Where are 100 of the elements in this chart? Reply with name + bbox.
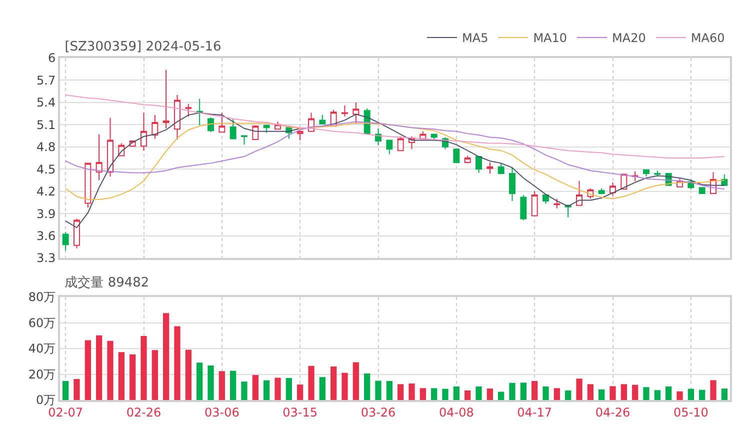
y-tick-label: 3.9 [36, 206, 56, 221]
bar [554, 388, 560, 400]
bar [286, 378, 292, 400]
candlestick [263, 124, 270, 134]
candlestick [464, 155, 471, 164]
bar [486, 388, 493, 400]
candlestick [140, 112, 147, 152]
candlestick [610, 182, 616, 196]
y-tick-label: 6 [48, 51, 56, 66]
line-series [65, 112, 725, 228]
candlestick [342, 104, 348, 118]
bar [453, 386, 460, 400]
bar [74, 379, 80, 400]
bar [140, 336, 147, 400]
line-series [65, 94, 725, 158]
x-tick-label: 04-08 [438, 405, 474, 420]
x-tick-label: 05-10 [673, 405, 708, 420]
x-tick-label: 02-07 [48, 405, 84, 420]
candlestick [352, 102, 360, 124]
bar [565, 390, 572, 400]
legend-label: MA20 [612, 31, 646, 46]
bar [342, 372, 348, 400]
x-tick-label: 03-15 [282, 405, 318, 420]
bar [532, 380, 538, 400]
candlestick [520, 194, 527, 221]
candlestick [196, 98, 203, 126]
x-tick-label: 03-26 [360, 405, 396, 420]
candlestick [576, 180, 582, 206]
candlestick [152, 114, 158, 140]
bar [420, 388, 426, 400]
bar [118, 352, 124, 400]
candlestick [296, 130, 304, 141]
candlestick [554, 198, 560, 209]
candlestick [598, 188, 605, 195]
candlestick [241, 135, 248, 146]
candlestick [174, 94, 180, 140]
bar [185, 350, 192, 400]
bar [442, 388, 448, 400]
bar [408, 384, 415, 400]
bar [576, 378, 582, 400]
candlestick [397, 136, 404, 152]
bar [464, 390, 471, 400]
bar [208, 366, 214, 400]
y-tick-label: 4.2 [36, 184, 56, 199]
candlestick [453, 148, 460, 164]
bar [264, 380, 270, 400]
candlestick [230, 118, 236, 140]
candlestick [430, 134, 438, 141]
bar [319, 377, 326, 400]
bar [710, 380, 716, 400]
bar [676, 391, 683, 400]
candlestick [643, 169, 650, 178]
bar [654, 390, 660, 400]
bar [174, 326, 180, 400]
bar [431, 388, 438, 400]
candlestick [476, 156, 482, 174]
y-tick-label: 0万 [36, 393, 56, 408]
bar [218, 371, 225, 400]
candlestick [208, 116, 214, 133]
bar [721, 388, 728, 400]
candlestick [252, 124, 259, 140]
bar [252, 375, 258, 400]
candlestick [218, 112, 226, 133]
candlestick [498, 162, 504, 175]
bar [666, 386, 672, 400]
y-tick-label: 5.1 [36, 118, 56, 132]
y-tick-label: 5.4 [36, 96, 56, 110]
bar [632, 384, 638, 400]
bar [241, 382, 248, 400]
candlestick [486, 162, 494, 174]
bar [308, 366, 314, 400]
bar [152, 350, 158, 400]
bar [542, 386, 549, 400]
chart-title: 成交量 89482 [64, 274, 150, 291]
bar [520, 382, 526, 400]
y-tick-label: 3.6 [36, 228, 56, 243]
bar [375, 380, 382, 400]
candlestick [509, 167, 516, 202]
y-tick-label: 40万 [28, 342, 56, 356]
candlestick [74, 218, 80, 249]
bar [386, 380, 392, 400]
bar [107, 340, 114, 400]
legend-label: MA10 [533, 31, 568, 46]
y-tick-label: 4.8 [36, 140, 56, 154]
candlestick [531, 190, 538, 216]
bar [688, 388, 694, 400]
bar [163, 313, 170, 400]
bar [352, 362, 359, 400]
y-tick-label: 5.7 [36, 73, 56, 88]
bar [84, 340, 91, 400]
candlestick [654, 170, 661, 178]
bar [620, 384, 627, 400]
y-tick-label: 3.3 [36, 251, 56, 266]
candlestick [319, 114, 326, 124]
bar [130, 354, 136, 400]
legend-label: MA5 [462, 31, 488, 46]
bar [610, 386, 616, 400]
y-tick-label: 4.5 [36, 162, 56, 176]
candlestick [698, 187, 706, 194]
x-tick-label: 04-17 [517, 405, 552, 420]
